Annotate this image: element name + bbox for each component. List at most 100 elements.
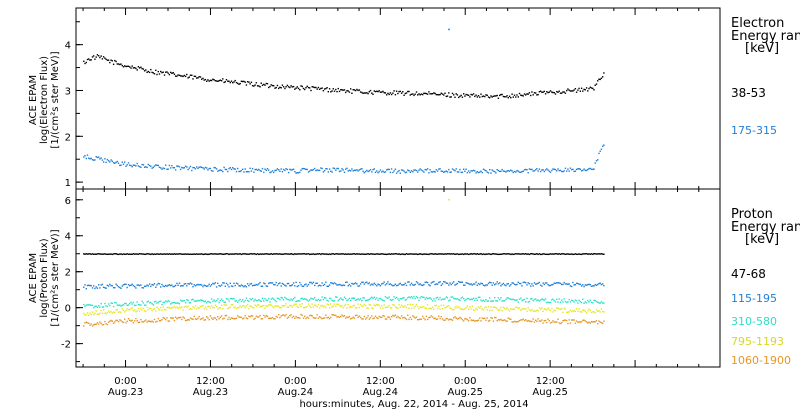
- data-point-175-315: [475, 172, 477, 174]
- data-point-795-1193: [130, 307, 132, 310]
- data-point-115-195: [305, 283, 307, 285]
- data-point-795-1193: [187, 305, 189, 307]
- data-point-38-53: [86, 58, 89, 61]
- data-point-115-195: [246, 283, 249, 285]
- data-point-38-53: [420, 93, 423, 95]
- data-point-310-580: [208, 301, 210, 303]
- data-point-795-1193: [238, 306, 240, 309]
- data-point-795-1193: [129, 309, 131, 311]
- data-point-175-315: [593, 168, 595, 170]
- data-point-795-1193: [292, 304, 295, 306]
- data-point-175-315: [441, 170, 444, 173]
- data-point-175-315: [286, 168, 289, 171]
- data-point-38-53: [208, 80, 210, 82]
- data-point-47-68: [232, 253, 234, 255]
- data-point-1060-1900: [273, 318, 275, 320]
- data-point-47-68: [481, 253, 483, 256]
- data-point-115-195: [510, 284, 512, 286]
- data-point-115-195: [582, 284, 584, 286]
- data-point-175-315: [186, 166, 188, 168]
- data-point-175-315: [541, 169, 543, 171]
- data-point-47-68: [105, 253, 107, 255]
- data-point-1060-1900: [328, 318, 331, 320]
- data-point-38-53: [593, 89, 595, 91]
- data-point-115-195: [207, 285, 209, 287]
- data-point-175-315: [273, 171, 275, 174]
- data-point-175-315: [261, 167, 264, 170]
- data-point-47-68: [449, 253, 451, 255]
- data-point-795-1193: [577, 310, 579, 312]
- data-point-115-195: [456, 282, 459, 285]
- data-point-38-53: [132, 67, 135, 69]
- data-point-115-195: [472, 283, 475, 285]
- data-point-38-53: [551, 91, 553, 93]
- data-point-175-315: [465, 168, 467, 170]
- data-point-795-1193: [367, 307, 369, 309]
- data-point-115-195: [436, 283, 439, 285]
- data-point-47-68: [132, 253, 135, 255]
- data-point-310-580: [183, 300, 185, 302]
- data-point-795-1193: [526, 310, 528, 312]
- data-point-795-1193: [572, 310, 574, 312]
- data-point-310-580: [214, 300, 217, 303]
- data-point-115-195: [547, 284, 549, 286]
- data-point-38-53: [368, 91, 370, 93]
- data-point-115-195: [178, 282, 181, 284]
- data-point-175-315: [515, 171, 517, 173]
- data-point-310-580: [209, 301, 212, 304]
- data-point-795-1193: [594, 312, 596, 314]
- data-point-47-68: [557, 253, 559, 255]
- data-point-1060-1900: [472, 319, 475, 321]
- data-point-115-195: [147, 285, 149, 287]
- data-point-1060-1900: [145, 319, 147, 321]
- data-point-115-195: [501, 283, 503, 286]
- data-point-1060-1900: [508, 318, 511, 320]
- data-point-38-53: [240, 80, 243, 82]
- data-point-310-580: [140, 304, 142, 306]
- data-point-47-68: [215, 253, 218, 255]
- data-point-175-315: [394, 168, 397, 170]
- data-point-47-68: [592, 253, 594, 255]
- data-point-47-68: [229, 253, 231, 255]
- data-point-115-195: [91, 287, 94, 289]
- data-point-47-68: [458, 253, 460, 256]
- data-point-310-580: [515, 299, 517, 301]
- data-point-38-53: [527, 93, 529, 95]
- data-point-175-315: [528, 168, 531, 170]
- data-point-1060-1900: [234, 318, 236, 320]
- data-point-1060-1900: [229, 318, 231, 320]
- data-point-115-195: [394, 283, 397, 285]
- data-point-47-68: [222, 253, 224, 255]
- data-point-47-68: [450, 253, 452, 255]
- data-point-1060-1900: [249, 316, 251, 318]
- data-point-310-580: [491, 300, 493, 302]
- data-point-795-1193: [482, 309, 485, 311]
- data-point-38-53: [278, 87, 280, 90]
- data-point-1060-1900: [558, 322, 560, 324]
- data-point-38-53: [146, 71, 148, 73]
- data-point-115-195: [479, 283, 481, 286]
- data-point-310-580: [564, 300, 567, 303]
- data-point-115-195: [335, 283, 337, 285]
- data-point-175-315: [530, 168, 532, 171]
- data-point-175-315: [323, 169, 326, 172]
- data-point-47-68: [354, 253, 357, 255]
- data-point-795-1193: [146, 306, 148, 309]
- data-point-175-315: [405, 171, 408, 173]
- data-point-47-68: [520, 253, 522, 255]
- data-point-115-195: [558, 282, 560, 284]
- data-point-1060-1900: [423, 317, 425, 319]
- data-point-175-315: [359, 168, 362, 170]
- data-point-47-68: [287, 253, 290, 255]
- data-point-175-315: [131, 166, 133, 168]
- data-point-38-53: [204, 78, 207, 81]
- data-point-795-1193: [265, 305, 267, 307]
- data-point-795-1193: [88, 314, 90, 316]
- data-point-310-580: [193, 300, 195, 302]
- data-point-47-68: [460, 253, 462, 255]
- data-point-795-1193: [321, 304, 323, 307]
- data-point-1060-1900: [212, 318, 214, 320]
- data-point-795-1193: [280, 306, 282, 309]
- data-point-115-195: [93, 285, 95, 287]
- data-point-795-1193: [192, 306, 194, 308]
